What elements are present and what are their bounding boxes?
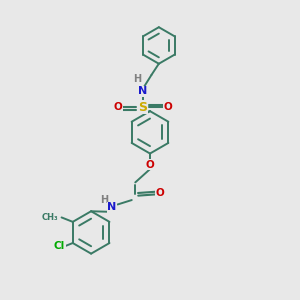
Text: H: H bbox=[133, 74, 141, 84]
Text: Cl: Cl bbox=[54, 241, 65, 251]
Text: H: H bbox=[100, 195, 108, 205]
Text: S: S bbox=[138, 101, 147, 114]
Text: CH₃: CH₃ bbox=[41, 213, 58, 222]
Text: N: N bbox=[107, 202, 116, 212]
Text: O: O bbox=[113, 102, 122, 112]
Text: O: O bbox=[146, 160, 154, 170]
Text: N: N bbox=[138, 86, 147, 96]
Text: O: O bbox=[156, 188, 165, 198]
Text: O: O bbox=[163, 102, 172, 112]
